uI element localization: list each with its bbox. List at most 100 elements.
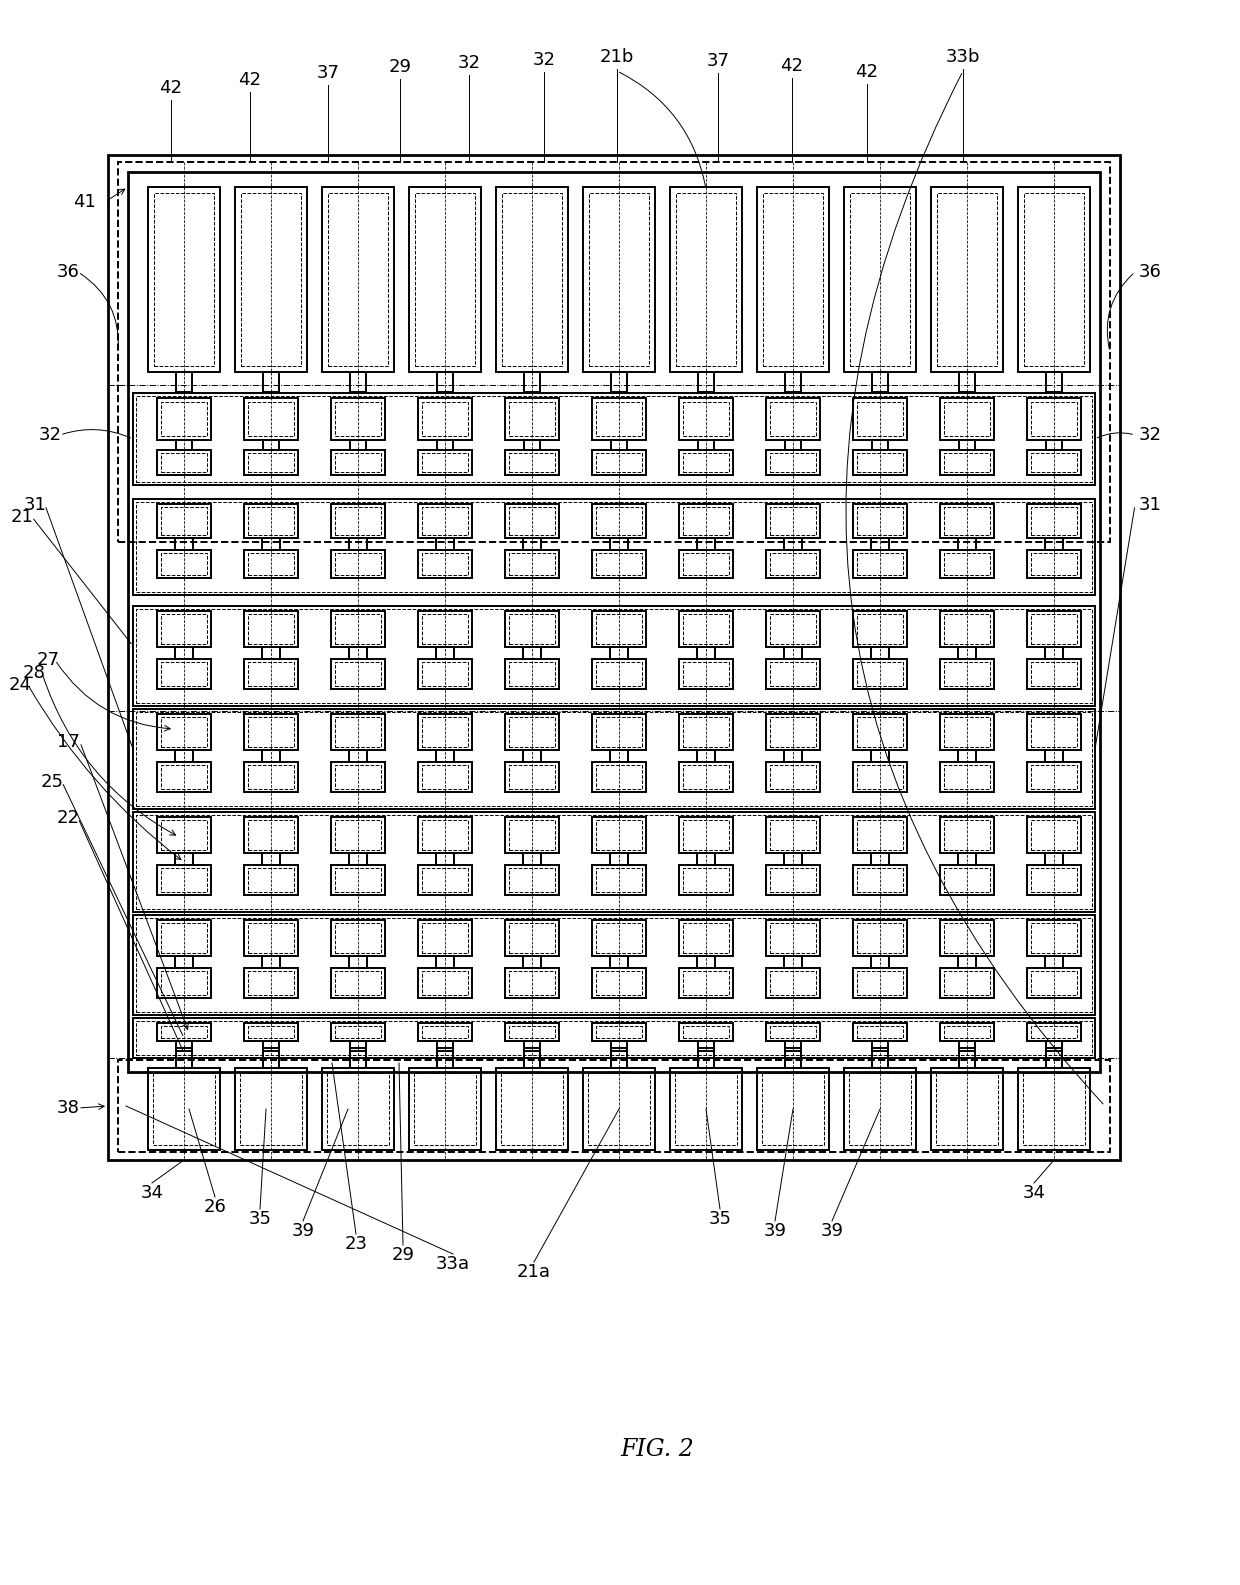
Bar — [350, 372, 366, 391]
Bar — [944, 663, 990, 686]
Bar — [596, 869, 642, 892]
Bar — [508, 972, 556, 995]
Bar — [157, 550, 211, 579]
Bar — [591, 550, 646, 579]
Bar — [133, 605, 1095, 705]
Bar — [508, 922, 556, 953]
Bar — [697, 647, 715, 659]
Bar — [1027, 450, 1081, 476]
Bar — [422, 1025, 467, 1038]
Bar — [322, 1068, 394, 1151]
Bar — [596, 972, 642, 995]
Bar — [161, 1025, 207, 1038]
Bar — [857, 613, 903, 644]
Bar — [853, 865, 906, 896]
Bar — [940, 610, 994, 647]
Bar — [697, 537, 715, 550]
Bar — [348, 956, 367, 968]
Bar — [175, 647, 193, 659]
Bar — [335, 972, 381, 995]
Bar — [683, 819, 729, 850]
Text: 29: 29 — [388, 59, 412, 76]
Bar — [683, 453, 729, 472]
Bar — [335, 403, 381, 436]
Bar — [770, 507, 816, 536]
Bar — [931, 1068, 1003, 1151]
Bar — [136, 712, 1092, 807]
Text: 32: 32 — [38, 426, 62, 444]
Bar — [944, 453, 990, 472]
Bar — [523, 647, 541, 659]
Bar — [611, 441, 627, 450]
Bar — [1030, 869, 1078, 892]
Bar — [596, 1025, 642, 1038]
Bar — [610, 956, 627, 968]
Bar — [591, 450, 646, 476]
Bar — [161, 766, 207, 789]
Bar — [853, 450, 906, 476]
Bar — [505, 550, 559, 579]
Bar — [944, 507, 990, 536]
Bar — [766, 919, 820, 956]
Bar — [161, 922, 207, 953]
Bar — [508, 403, 556, 436]
Bar — [335, 869, 381, 892]
Bar — [244, 504, 298, 537]
Bar — [940, 504, 994, 537]
Text: 23: 23 — [345, 1235, 367, 1254]
Bar — [770, 922, 816, 953]
Bar — [698, 1041, 714, 1051]
Text: 32: 32 — [532, 51, 556, 70]
Bar — [591, 762, 646, 792]
Bar — [244, 610, 298, 647]
Bar — [496, 1068, 568, 1151]
Bar — [505, 865, 559, 896]
Bar — [248, 613, 294, 644]
Bar — [248, 403, 294, 436]
Bar — [505, 659, 559, 689]
Bar — [683, 663, 729, 686]
Bar — [525, 372, 539, 391]
Bar — [176, 372, 192, 391]
Bar — [853, 610, 906, 647]
Bar — [157, 713, 211, 750]
Bar — [853, 713, 906, 750]
Bar — [422, 716, 467, 747]
Bar — [683, 922, 729, 953]
Bar — [422, 972, 467, 995]
Bar — [418, 713, 472, 750]
Text: FIG. 2: FIG. 2 — [620, 1439, 694, 1461]
Bar — [1030, 403, 1078, 436]
Bar — [335, 663, 381, 686]
Bar — [157, 610, 211, 647]
Bar — [505, 816, 559, 853]
Bar — [959, 537, 976, 550]
Bar — [422, 922, 467, 953]
Bar — [436, 441, 453, 450]
Bar — [610, 537, 627, 550]
Bar — [422, 663, 467, 686]
Bar — [436, 647, 454, 659]
Bar — [766, 450, 820, 476]
Bar — [161, 663, 207, 686]
Bar — [348, 853, 367, 865]
Bar — [680, 1022, 733, 1041]
Bar — [244, 713, 298, 750]
Bar — [591, 919, 646, 956]
Bar — [853, 659, 906, 689]
Text: 26: 26 — [203, 1198, 227, 1216]
Bar — [940, 713, 994, 750]
Bar — [327, 1073, 389, 1144]
Bar — [853, 762, 906, 792]
Bar — [670, 1068, 742, 1151]
Bar — [583, 1068, 655, 1151]
Bar — [322, 187, 394, 372]
Text: 17: 17 — [57, 732, 79, 751]
Text: 35: 35 — [248, 1209, 272, 1228]
Bar — [680, 450, 733, 476]
Bar — [870, 853, 889, 865]
Bar — [335, 922, 381, 953]
Bar — [853, 816, 906, 853]
Bar — [1027, 816, 1081, 853]
Bar — [944, 716, 990, 747]
